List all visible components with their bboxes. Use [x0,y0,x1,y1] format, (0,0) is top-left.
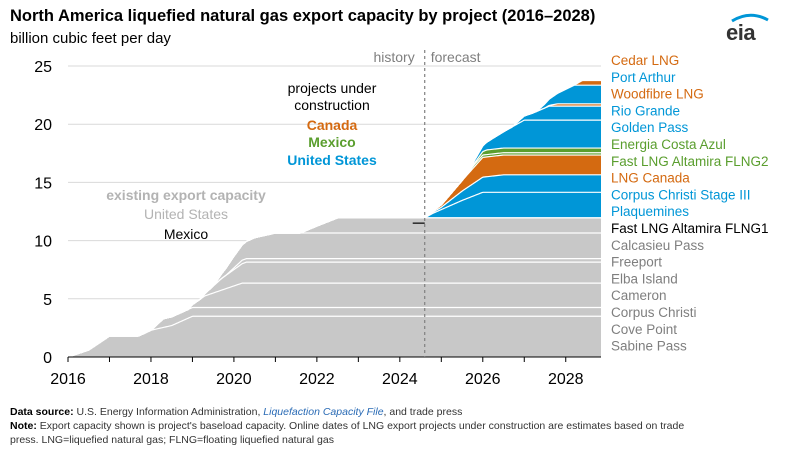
series-label-woodfibre-lng: Woodfibre LNG [611,87,704,102]
series-label-sabine-pass: Sabine Pass [611,339,687,354]
chart-subtitle: billion cubic feet per day [10,30,171,47]
series-label-fast-lng-altamira-flng2: Fast LNG Altamira FLNG2 [611,154,769,169]
existing-mexico-label: Mexico [164,226,209,242]
series-label-fast-lng-altamira-flng1: Fast LNG Altamira FLNG1 [611,221,769,236]
note-text-2: press. LNG=liquefied natural gas; FLNG=f… [10,434,334,446]
x-tick-label-2028: 2028 [548,371,584,388]
separator-cedar-lng [67,79,601,358]
series-label-calcasieu-pass: Calcasieu Pass [611,238,704,253]
note-text-1: Export capacity shown is project's basel… [39,420,685,432]
y-tick-label-25: 25 [34,59,52,76]
series-label-corpus-christi: Corpus Christi [611,305,697,320]
eia-logo-arc-icon [731,13,769,23]
area-plaquemines [68,192,601,357]
canada-group-label: Canada [307,117,358,133]
history-label: history [373,49,414,65]
existing-export-capacity-label: existing export capacity [106,187,266,203]
series-label-cedar-lng: Cedar LNG [611,53,679,68]
x-tick-label-2026: 2026 [465,371,501,388]
series-label-lng-canada: LNG Canada [611,171,690,186]
y-tick-label-0: 0 [43,350,52,367]
x-tick-label-2024: 2024 [382,371,418,388]
data-source-label: Data source: [10,406,74,418]
existing-united-states-label: United States [144,206,228,222]
series-label-plaquemines: Plaquemines [611,204,689,219]
area-sabine-pass [68,316,601,357]
area-calcasieu-pass [68,217,601,357]
y-tick-label-15: 15 [34,175,52,192]
mexico-group-label: Mexico [308,134,355,150]
series-label-cove-point: Cove Point [611,322,677,337]
series-label-elba-island: Elba Island [611,271,678,286]
chart-title: North America liquefied natural gas expo… [10,7,596,25]
y-tick-label-10: 10 [34,234,52,251]
forecast-label: forecast [431,49,481,65]
area-freeport [68,233,601,357]
y-tick-label-5: 5 [43,292,52,309]
x-tick-label-2018: 2018 [133,371,169,388]
projects-under-construction-label-2: construction [294,97,369,113]
series-label-golden-pass: Golden Pass [611,120,689,135]
note-line-2: press. LNG=liquefied natural gas; FLNG=f… [10,434,334,446]
united-states-group-label: United States [287,152,377,168]
area-cameron [68,262,601,357]
data-source-line: Data source: U.S. Energy Information Adm… [10,406,462,418]
data-source-text: U.S. Energy Information Administration, [76,406,261,418]
note-label: Note: [10,420,37,432]
series-label-cameron: Cameron [611,288,667,303]
series-label-rio-grande: Rio Grande [611,103,680,118]
x-tick-label-2016: 2016 [50,371,86,388]
note-line-1: Note: Export capacity shown is project's… [10,420,684,432]
series-label-corpus-christi-stage-iii: Corpus Christi Stage III [611,187,751,202]
projects-under-construction-label-1: projects under [288,80,377,96]
separator-sabine-pass [67,315,601,358]
area-cove-point [68,307,601,357]
series-label-freeport: Freeport [611,255,662,270]
y-tick-label-20: 20 [34,117,52,134]
area-corpus-christi [68,283,601,357]
eia-logo: eia [722,12,772,46]
area-golden-pass [68,120,601,357]
eia-logo-text: eia [726,20,756,45]
data-source-text-end: , and trade press [383,406,463,418]
series-label-energia-costa-azul: Energia Costa Azul [611,137,726,152]
series-label-port-arthur: Port Arthur [611,70,676,85]
x-tick-label-2022: 2022 [299,371,335,388]
liquefaction-capacity-file-link[interactable]: Liquefaction Capacity File [263,406,384,418]
x-tick-label-2020: 2020 [216,371,252,388]
